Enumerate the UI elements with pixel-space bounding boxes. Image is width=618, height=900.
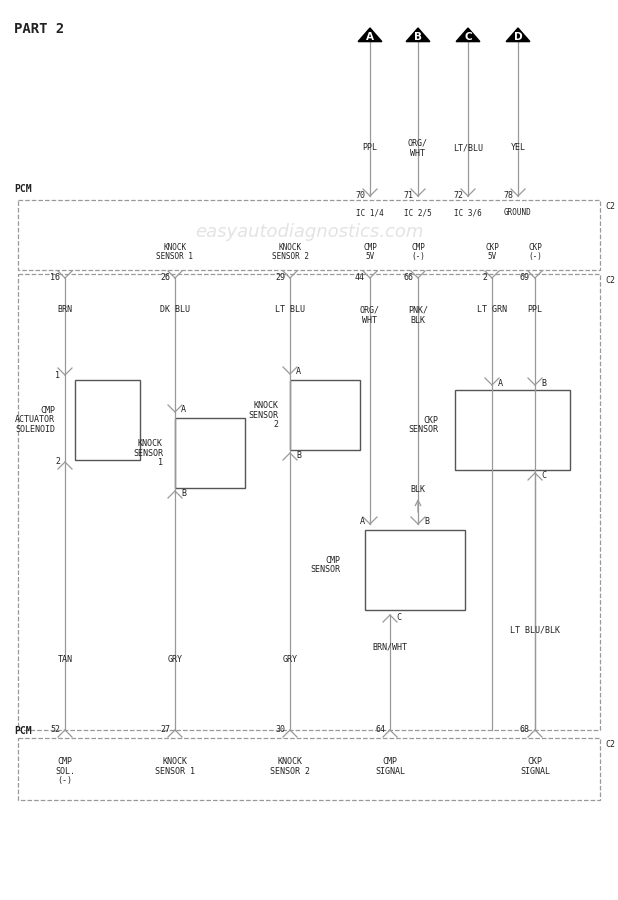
Text: CMP
(-): CMP (-) — [411, 243, 425, 261]
Text: ORG/
WHT: ORG/ WHT — [408, 139, 428, 158]
Text: C: C — [396, 613, 401, 622]
Bar — [365, 530, 465, 610]
Text: LT GRN: LT GRN — [477, 305, 507, 314]
Text: LT BLU: LT BLU — [275, 305, 305, 314]
Polygon shape — [406, 28, 430, 41]
Text: PCM: PCM — [14, 726, 32, 736]
Text: DK BLU: DK BLU — [160, 305, 190, 314]
Text: KNOCK
SENSOR
2: KNOCK SENSOR 2 — [248, 400, 278, 429]
Text: CMP
ACTUATOR
SOLENOID: CMP ACTUATOR SOLENOID — [15, 406, 55, 434]
Text: C2: C2 — [605, 202, 615, 211]
Text: A: A — [360, 518, 365, 526]
Text: 29: 29 — [275, 273, 285, 282]
Text: BRN: BRN — [57, 305, 72, 314]
Text: A: A — [296, 367, 301, 376]
Text: 44: 44 — [355, 273, 365, 282]
Text: PNK/
BLK: PNK/ BLK — [408, 305, 428, 325]
Text: KNOCK
SENSOR 1: KNOCK SENSOR 1 — [155, 757, 195, 776]
Text: B: B — [414, 32, 422, 42]
Text: C: C — [541, 471, 546, 480]
Text: 16: 16 — [50, 273, 60, 282]
Text: KNOCK
SENSOR 1: KNOCK SENSOR 1 — [156, 243, 193, 261]
Polygon shape — [456, 28, 480, 41]
Text: 52: 52 — [50, 725, 60, 734]
Text: 64: 64 — [375, 725, 385, 734]
Text: CMP
SOL.
(-): CMP SOL. (-) — [55, 757, 75, 786]
Text: A: A — [366, 32, 374, 42]
Bar — [290, 380, 360, 450]
Text: CKP
5V: CKP 5V — [485, 243, 499, 261]
Text: 70: 70 — [355, 191, 365, 200]
Text: 27: 27 — [160, 725, 170, 734]
Text: 2: 2 — [55, 457, 60, 466]
Text: PPL: PPL — [528, 305, 543, 314]
Text: 72: 72 — [453, 191, 463, 200]
Text: YEL: YEL — [510, 143, 525, 152]
Text: KNOCK
SENSOR 2: KNOCK SENSOR 2 — [270, 757, 310, 776]
Text: 26: 26 — [160, 273, 170, 282]
Text: CKP
(-): CKP (-) — [528, 243, 542, 261]
Text: LT BLU/BLK: LT BLU/BLK — [510, 626, 560, 634]
Text: GRY: GRY — [282, 655, 297, 664]
Text: A: A — [181, 406, 186, 415]
Text: BLK: BLK — [410, 485, 426, 494]
Bar — [18, 738, 600, 800]
Text: easyautodiagnostics.com: easyautodiagnostics.com — [195, 223, 423, 241]
Text: 66: 66 — [403, 273, 413, 282]
Bar — [175, 418, 245, 488]
Text: 78: 78 — [503, 191, 513, 200]
Text: B: B — [181, 489, 186, 498]
Text: PPL: PPL — [363, 143, 378, 152]
Text: C2: C2 — [605, 276, 615, 285]
Text: 71: 71 — [403, 191, 413, 200]
Text: C: C — [464, 32, 472, 42]
Text: TAN: TAN — [57, 655, 72, 664]
Text: PART 2: PART 2 — [14, 22, 64, 36]
Text: BRN/WHT: BRN/WHT — [373, 643, 407, 652]
Text: B: B — [424, 518, 429, 526]
Text: B: B — [296, 451, 301, 460]
Text: KNOCK
SENSOR 2: KNOCK SENSOR 2 — [271, 243, 308, 261]
Text: 1: 1 — [55, 371, 60, 380]
Text: ORG/
WHT: ORG/ WHT — [360, 305, 380, 325]
Text: CMP
5V: CMP 5V — [363, 243, 377, 261]
Text: CMP
SIGNAL: CMP SIGNAL — [375, 757, 405, 776]
Text: D: D — [514, 32, 522, 42]
Text: CKP
SENSOR: CKP SENSOR — [408, 416, 438, 435]
Bar — [18, 200, 600, 270]
Polygon shape — [358, 28, 382, 41]
Text: IC 1/4: IC 1/4 — [356, 208, 384, 217]
Text: B: B — [541, 379, 546, 388]
Text: GRY: GRY — [167, 655, 182, 664]
Text: 68: 68 — [520, 725, 530, 734]
Text: IC 2/5: IC 2/5 — [404, 208, 432, 217]
Text: GROUND: GROUND — [504, 208, 532, 217]
Bar — [455, 390, 570, 470]
Text: CMP
SENSOR: CMP SENSOR — [310, 555, 340, 574]
Text: 30: 30 — [275, 725, 285, 734]
Text: 69: 69 — [520, 273, 530, 282]
Text: CKP
SIGNAL: CKP SIGNAL — [520, 757, 550, 776]
Text: A: A — [498, 379, 503, 388]
Text: LT/BLU: LT/BLU — [453, 143, 483, 152]
Bar — [18, 274, 600, 730]
Text: IC 3/6: IC 3/6 — [454, 208, 482, 217]
Text: C2: C2 — [605, 740, 615, 749]
Text: 2: 2 — [482, 273, 487, 282]
Text: PCM: PCM — [14, 184, 32, 194]
Bar — [75, 380, 140, 460]
Text: KNOCK
SENSOR
1: KNOCK SENSOR 1 — [133, 439, 163, 467]
Polygon shape — [506, 28, 530, 41]
